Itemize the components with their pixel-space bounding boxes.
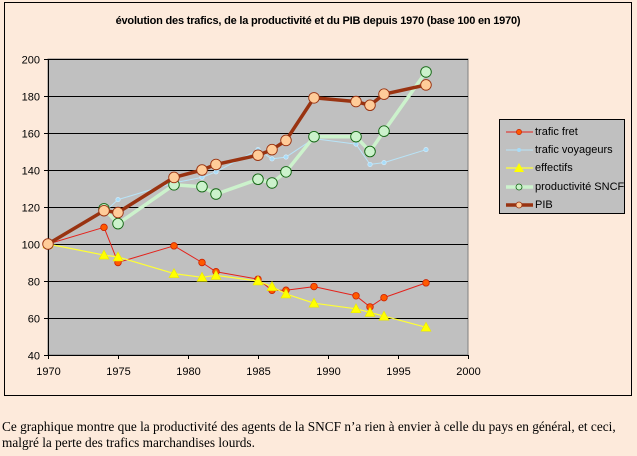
data-point-effectifs [168,267,180,278]
data-point-productivite-sncf [350,130,362,143]
data-point-trafic-fret [100,223,108,232]
data-point-trafic-voyageurs [199,174,205,180]
data-point-pib [210,158,222,171]
data-point-pib [364,99,376,111]
data-point-trafic-voyageurs [213,169,219,175]
legend-item-pib: PIB [504,196,553,214]
chart-title: évolution des trafics, de la productivit… [115,15,521,27]
data-point-productivite-sncf [112,217,124,230]
data-point-pib [252,149,264,161]
x-tick-label: 1980 [176,366,200,378]
y-tick-label: 120 [22,203,40,215]
data-point-pib [98,204,110,217]
legend-item-trafic-voyageurs: trafic voyageurs [504,141,613,159]
x-tick-label: 2000 [456,366,480,378]
data-point-productivite-sncf [308,130,320,143]
data-point-productivite-sncf [420,66,432,78]
legend-label: trafic fret [535,126,578,138]
data-point-trafic-voyageurs [381,160,387,166]
data-point-effectifs [280,288,292,299]
data-point-effectifs [364,306,376,317]
x-tick-label: 1970 [36,366,60,378]
data-point-pib [308,92,320,104]
data-point-pib [280,134,292,147]
data-point-productivite-sncf [364,145,376,158]
data-point-pib [350,95,362,108]
data-point-effectifs [210,269,222,280]
data-point-trafic-voyageurs [353,141,359,147]
data-point-trafic-fret [170,242,178,250]
data-point-trafic-fret [422,279,430,287]
data-point-effectifs [378,310,390,321]
data-point-trafic-voyageurs [423,147,429,153]
legend-swatch-icon [506,201,533,209]
data-point-trafic-voyageurs [283,154,289,160]
data-point-trafic-voyageurs [269,156,275,162]
legend-swatch-icon [506,163,533,173]
data-point-productivite-sncf [252,173,264,185]
data-point-trafic-fret [198,258,206,267]
y-tick-label: 80 [28,277,40,289]
data-point-effectifs [252,275,264,286]
data-point-effectifs [350,303,362,314]
data-point-pib [420,79,432,91]
y-tick-label: 40 [28,351,40,363]
data-point-productivite-sncf [280,166,292,178]
caption-text: Ce graphique montre que la productivité … [2,419,616,450]
data-point-trafic-voyageurs [367,161,373,167]
data-point-effectifs [112,251,124,262]
legend-label: PIB [535,198,553,211]
data-point-trafic-fret [380,293,388,302]
data-point-effectifs [420,321,432,332]
y-tick-label: 60 [28,314,40,326]
data-point-productivite-sncf [196,180,208,193]
legend-swatch-icon [506,129,533,135]
data-point-pib [378,88,390,100]
legend-item-effectifs: effectifs [504,159,573,177]
data-point-effectifs [266,280,278,291]
legend-item-trafic-fret: trafic fret [504,123,578,141]
y-tick-label: 200 [22,55,40,67]
data-point-pib [42,238,54,250]
data-point-effectifs [98,249,110,260]
x-tick-label: 1995 [386,366,410,378]
data-point-productivite-sncf [266,177,278,189]
y-tick-label: 140 [22,166,40,178]
data-point-trafic-fret [352,292,360,300]
data-point-effectifs [308,297,320,308]
x-tick-label: 1975 [106,366,130,378]
legend: trafic fret trafic voyageurs effectifs prod… [499,119,625,214]
y-tick-label: 160 [22,129,40,141]
data-point-productivite-sncf [210,188,222,200]
data-point-pib [112,206,124,219]
data-point-pib [266,143,278,156]
legend-label: productivité SNCF [535,180,625,193]
legend-item-productivite-sncf: productivité SNCF [504,178,624,196]
data-point-productivite-sncf [378,125,390,137]
y-tick-label: 180 [22,92,40,104]
data-point-trafic-voyageurs [115,197,121,203]
y-tick-label: 100 [22,240,40,252]
line-chart: 40 60 80 100 120 140 160 180 200 1970 1975 1980 1985… [22,55,481,379]
legend-swatch-icon [506,148,533,153]
data-point-trafic-fret [310,282,318,291]
data-point-pib [168,171,180,184]
legend-swatch-icon [506,183,533,190]
legend-label: effectifs [535,162,573,175]
legend-label: trafic voyageurs [535,144,613,157]
x-tick-label: 1985 [246,366,270,378]
data-point-pib [196,164,208,176]
x-tick-label: 1990 [316,366,340,378]
data-point-effectifs [196,271,208,282]
